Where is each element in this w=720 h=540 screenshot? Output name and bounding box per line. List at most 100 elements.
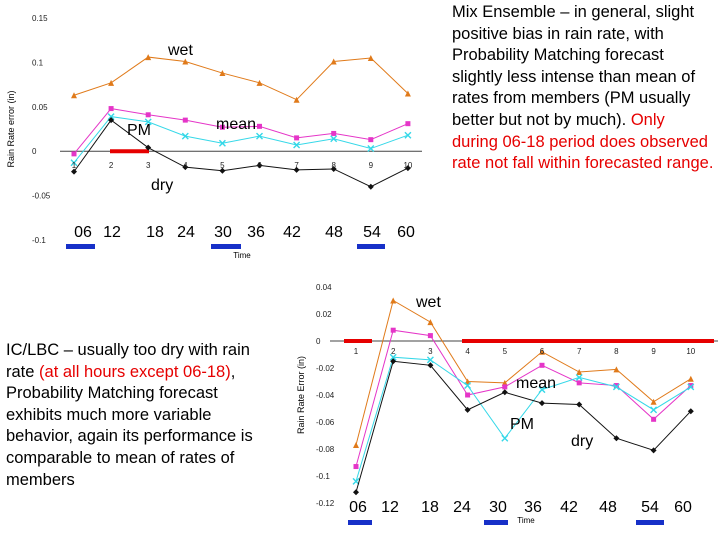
annotation-label: dry <box>151 177 173 194</box>
series-point <box>390 358 397 365</box>
series-point <box>539 348 545 355</box>
x-tick-label: 6 <box>257 161 262 170</box>
y-tick-label: 0.02 <box>316 310 332 319</box>
series-point <box>464 406 471 413</box>
series-point <box>501 434 509 442</box>
series-point <box>502 384 508 390</box>
x-tick-label: 1 <box>354 347 359 356</box>
series-point <box>404 165 411 172</box>
series-point <box>294 135 300 141</box>
annotation-label: wet <box>167 42 193 59</box>
series-point <box>501 379 508 386</box>
x-tick-label: 5 <box>220 161 225 170</box>
x-tick-label: 2 <box>391 347 396 356</box>
x-tick-label: 8 <box>331 161 336 170</box>
hour-label: 60 <box>674 499 692 516</box>
series-point <box>353 464 359 470</box>
hour-label: 12 <box>381 499 399 516</box>
series-point <box>367 183 374 190</box>
series-point <box>219 70 226 77</box>
series-line <box>355 329 692 467</box>
y-tick-label: -0.06 <box>316 418 335 427</box>
x-tick-label: 4 <box>183 161 188 170</box>
y-tick-label: 0.15 <box>32 14 48 23</box>
note-ic-lbc-highlight: (at all hours except 06-18) <box>39 362 231 381</box>
hour-label: 36 <box>247 224 265 241</box>
highlight-hour-bar <box>211 244 241 249</box>
series-point <box>390 327 396 333</box>
series-line <box>73 116 409 164</box>
series-point <box>688 383 694 389</box>
series-point <box>144 118 152 126</box>
series-point <box>145 112 151 118</box>
y-tick-label: 0.1 <box>32 58 44 67</box>
series-point <box>70 159 78 167</box>
series-point <box>687 408 694 415</box>
highlight-hour-bar <box>636 520 664 525</box>
series-point <box>404 131 412 139</box>
annotation-label: dry <box>571 433 593 450</box>
series-point <box>145 54 152 61</box>
series-point <box>368 137 374 143</box>
chart-mix-ensemble: Rain Rate error (in) 0.15 0.1 0.05 0 -0.05 -0.… <box>6 14 422 260</box>
series-point <box>390 297 397 304</box>
series-point <box>613 383 619 389</box>
series-point <box>182 117 188 123</box>
x-tick-label: 10 <box>403 161 412 170</box>
highlight-hour-bar <box>484 520 508 525</box>
series-point <box>145 144 152 151</box>
annotation-label: wet <box>415 294 441 311</box>
y-axis-label: Rain Rate error (in) <box>6 90 16 167</box>
series-line <box>355 360 692 493</box>
y-tick-label: -0.08 <box>316 445 335 454</box>
x-tick-label: 5 <box>503 347 508 356</box>
note-ic-lbc-text: IC/LBC – usually too dry with rain rate <box>6 341 250 381</box>
series-point <box>405 121 411 127</box>
hour-label: 48 <box>599 499 617 516</box>
series-point <box>576 369 583 376</box>
hour-label: 60 <box>397 224 415 241</box>
note-ic-lbc: IC/LBC – usually too dry with rain rate … <box>6 340 268 491</box>
x-tick-label: 8 <box>614 347 619 356</box>
series-point <box>575 373 583 381</box>
series-point <box>293 96 300 103</box>
series-point <box>651 416 657 422</box>
series-point <box>539 362 545 368</box>
series-line <box>73 108 409 155</box>
annotation-label: PM <box>510 416 534 433</box>
y-tick-label: -0.1 <box>316 472 330 481</box>
series-point <box>293 166 300 173</box>
hour-label: 42 <box>560 499 578 516</box>
hour-label: 36 <box>524 499 542 516</box>
series-point <box>650 398 657 405</box>
series-point <box>427 319 434 326</box>
x-tick-label: 2 <box>109 161 114 170</box>
series-point <box>256 79 263 86</box>
series-line <box>355 299 692 446</box>
highlight-hour-bar <box>357 244 385 249</box>
series-point <box>367 54 374 61</box>
x-tick-label: 6 <box>540 347 545 356</box>
annotation-label: mean <box>516 375 556 392</box>
y-tick-label: -0.1 <box>32 236 46 245</box>
annotation-label: PM <box>127 122 151 139</box>
series-point <box>353 441 359 448</box>
note-mix-ensemble: Mix Ensemble – in general, slight positi… <box>452 2 714 175</box>
y-tick-label: 0 <box>32 147 37 156</box>
series-point <box>71 151 77 157</box>
x-tick-label: 3 <box>146 161 151 170</box>
annotation-label: mean <box>216 116 256 133</box>
series-line <box>355 356 692 482</box>
x-tick-label: 3 <box>428 347 433 356</box>
series-point <box>218 139 226 147</box>
series-point <box>539 400 545 407</box>
y-axis-label: Rain Rate Error (in) <box>296 356 306 434</box>
series-line <box>73 56 409 101</box>
highlight-hour-bar <box>66 244 95 249</box>
series-point <box>612 383 620 391</box>
series-point <box>613 435 620 442</box>
series-point <box>576 401 583 408</box>
series-point <box>331 130 337 136</box>
note-ic-lbc-text-end: , Probability Matching forecast exhibits… <box>6 362 253 489</box>
hour-label: 24 <box>453 499 471 516</box>
